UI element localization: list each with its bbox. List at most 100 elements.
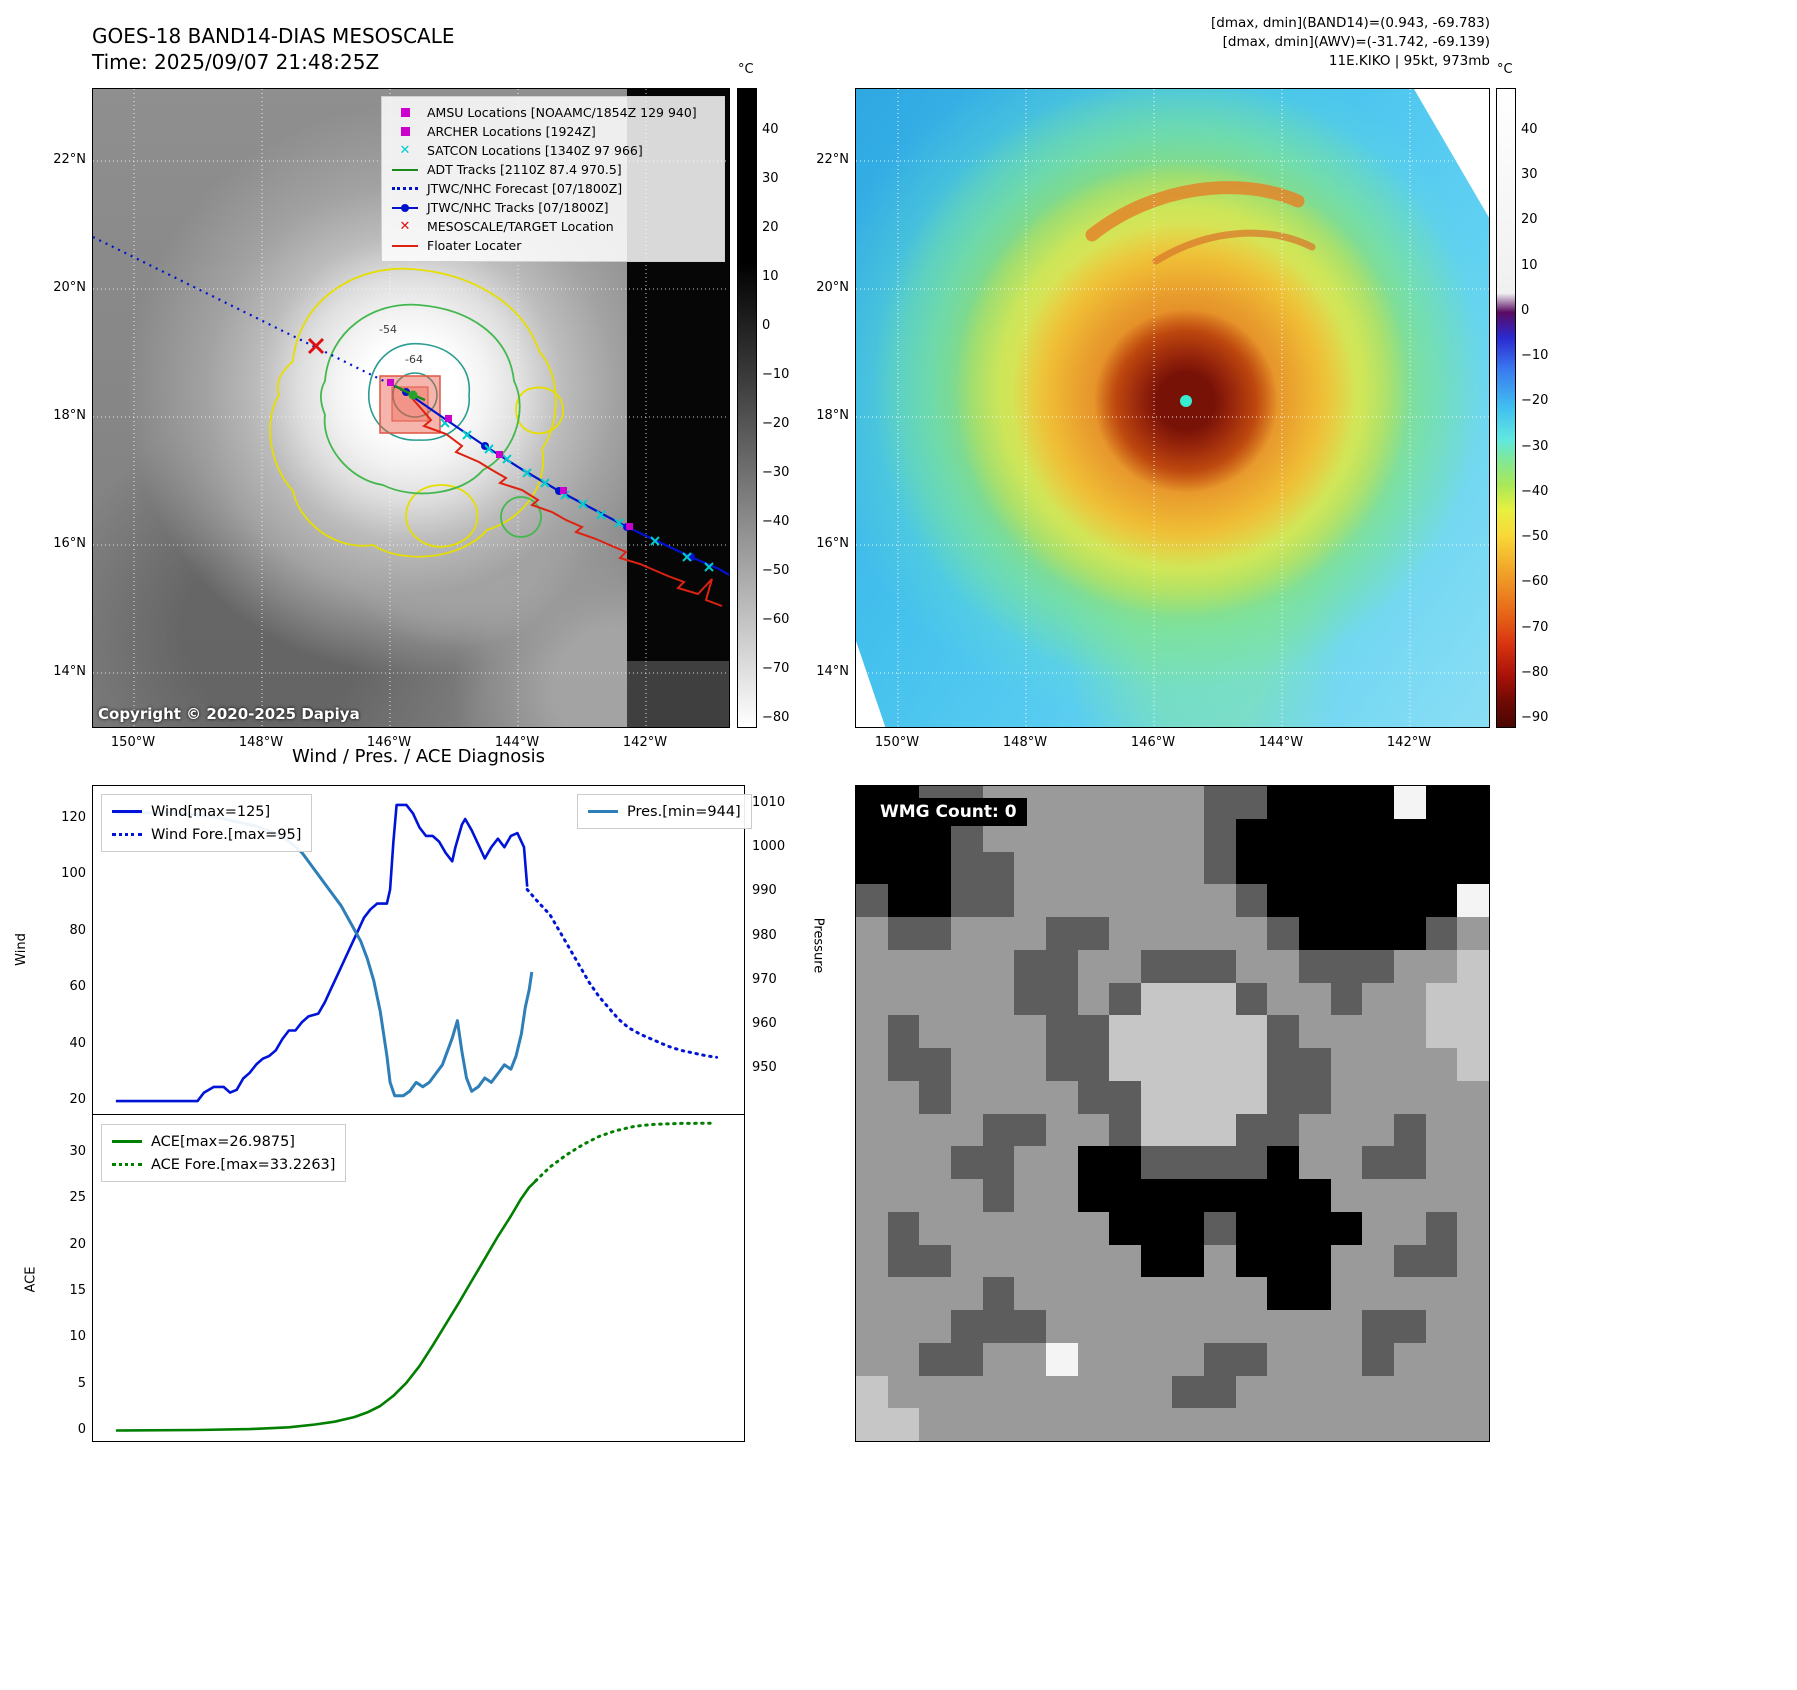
wmg-cell: [887, 917, 920, 950]
wmg-cell: [1077, 1277, 1110, 1310]
map-legend: AMSU Locations [NOAAMC/1854Z 129 940] AR…: [381, 96, 725, 262]
wmg-cell: [1109, 949, 1141, 983]
wmg-cell: [1267, 949, 1300, 983]
wmg-count-badge: WMG Count: 0: [870, 798, 1027, 826]
wmg-cell: [1235, 1146, 1268, 1179]
wmg-cell: [950, 1113, 983, 1147]
wmg-cell: [1425, 1113, 1458, 1147]
tick-label: 20°N: [816, 280, 849, 295]
wmg-cell: [887, 1015, 920, 1048]
wmg-cell: [1362, 1179, 1395, 1212]
wmg-cell: [1330, 1310, 1363, 1343]
wmg-cell: [1394, 1080, 1426, 1114]
wmg-cell: [1172, 949, 1205, 983]
wmg-cell: [1045, 884, 1078, 917]
wmg-cell: [1140, 982, 1173, 1016]
wind-legend: Wind[max=125] Wind Fore.[max=95]: [101, 794, 313, 852]
wmg-cell: [1204, 917, 1236, 950]
wmg-cell: [1077, 1408, 1110, 1441]
tick-label: 18°N: [816, 408, 849, 423]
wmg-cell: [1394, 786, 1426, 819]
wmg-cell: [1109, 1146, 1141, 1179]
wmg-cell: [1109, 1408, 1141, 1441]
wmg-cell: [1267, 1244, 1300, 1278]
wmg-cell: [950, 1408, 983, 1441]
wmg-cell: [1140, 1015, 1173, 1048]
wmg-cell: [1235, 1211, 1268, 1245]
green-line-icon: [112, 1140, 142, 1143]
wmg-cell: [1425, 1080, 1458, 1114]
wmg-cell: [1172, 1048, 1205, 1081]
tick-label: 146°W: [1130, 735, 1176, 750]
wmg-cell: [1330, 1375, 1363, 1409]
header-info: [dmax, dmin](BAND14)=(0.943, -69.783) [d…: [1040, 14, 1490, 71]
wmg-cell: [1362, 818, 1395, 852]
contour-label-outer: -54: [379, 323, 397, 336]
wmg-cell: [1457, 1211, 1489, 1245]
wmg-cell: [982, 1146, 1015, 1179]
wmg-cell: [856, 1211, 888, 1245]
wmg-cell: [1109, 1244, 1141, 1278]
wmg-cell: [1235, 1408, 1268, 1441]
wmg-cell: [1457, 1342, 1489, 1376]
wmg-cell: [950, 949, 983, 983]
tick-label: 20: [69, 1236, 86, 1252]
wmg-cell: [982, 1342, 1015, 1376]
wmg-cell: [1172, 982, 1205, 1016]
wmg-cell: [1457, 884, 1489, 917]
wmg-cell: [1109, 1080, 1141, 1114]
wmg-cell: [1235, 1310, 1268, 1343]
wmg-cell: [1394, 1310, 1426, 1343]
legend-label: ACE[max=26.9875]: [151, 1133, 295, 1150]
contour-label-inner: -64: [405, 353, 423, 366]
wmg-cell: [1045, 1113, 1078, 1147]
wmg-cell: [982, 917, 1015, 950]
wmg-cell: [1045, 1375, 1078, 1409]
wmg-cell: [1425, 949, 1458, 983]
green-line-icon: [390, 168, 420, 171]
wmg-cell: [1330, 1277, 1363, 1310]
tick-label: 16°N: [816, 536, 849, 551]
wmg-cell: [1235, 1048, 1268, 1081]
wmg-cell: [1045, 1179, 1078, 1212]
wmg-cell: [1045, 818, 1078, 852]
wmg-cell: [1014, 1080, 1046, 1114]
tick-label: 980: [752, 927, 777, 943]
wmg-cell: [1045, 1211, 1078, 1245]
wmg-cell: [919, 1310, 951, 1343]
wmg-cell: [1362, 1146, 1395, 1179]
wmg-cell: [856, 1375, 888, 1409]
wmg-cell: [1140, 949, 1173, 983]
wmg-cell: [1299, 949, 1331, 983]
wind-axis-label: Wind: [13, 933, 29, 966]
wmg-cell: [1014, 1015, 1046, 1048]
wmg-cell: [1457, 949, 1489, 983]
jtwc-track-points: [402, 388, 695, 561]
wmg-cell: [1330, 1211, 1363, 1245]
adt-track: [394, 384, 426, 402]
wmg-cell: [1140, 1375, 1173, 1409]
wmg-cell: [1172, 1342, 1205, 1376]
wmg-cell: [1172, 1408, 1205, 1441]
legend-label: MESOSCALE/TARGET Location: [427, 219, 614, 234]
wmg-cell: [1172, 851, 1205, 885]
awv-lon-axis: 150°W 148°W 146°W 144°W 142°W: [855, 734, 1490, 754]
tick-label: 10: [1521, 257, 1538, 273]
tick-label: 20: [1521, 212, 1538, 228]
wmg-cell: [1299, 851, 1331, 885]
tick-label: 30: [762, 171, 779, 186]
tick-label: −20: [1521, 393, 1549, 409]
legend-label: JTWC/NHC Tracks [07/1800Z]: [427, 200, 609, 215]
wmg-cell: [1235, 1113, 1268, 1147]
series-ACE[max=26.9875]: [115, 1180, 537, 1432]
wmg-cell: [1267, 818, 1300, 852]
wmg-cell: [1014, 1146, 1046, 1179]
wmg-cell: [887, 1179, 920, 1212]
wmg-cell: [1299, 818, 1331, 852]
wmg-cell: [1299, 1080, 1331, 1114]
legend-label: Floater Locater: [427, 238, 522, 253]
wmg-cell: [887, 1408, 920, 1441]
wmg-cell: [1014, 1048, 1046, 1081]
wmg-cell: [887, 1310, 920, 1343]
wmg-cell: [1235, 818, 1268, 852]
